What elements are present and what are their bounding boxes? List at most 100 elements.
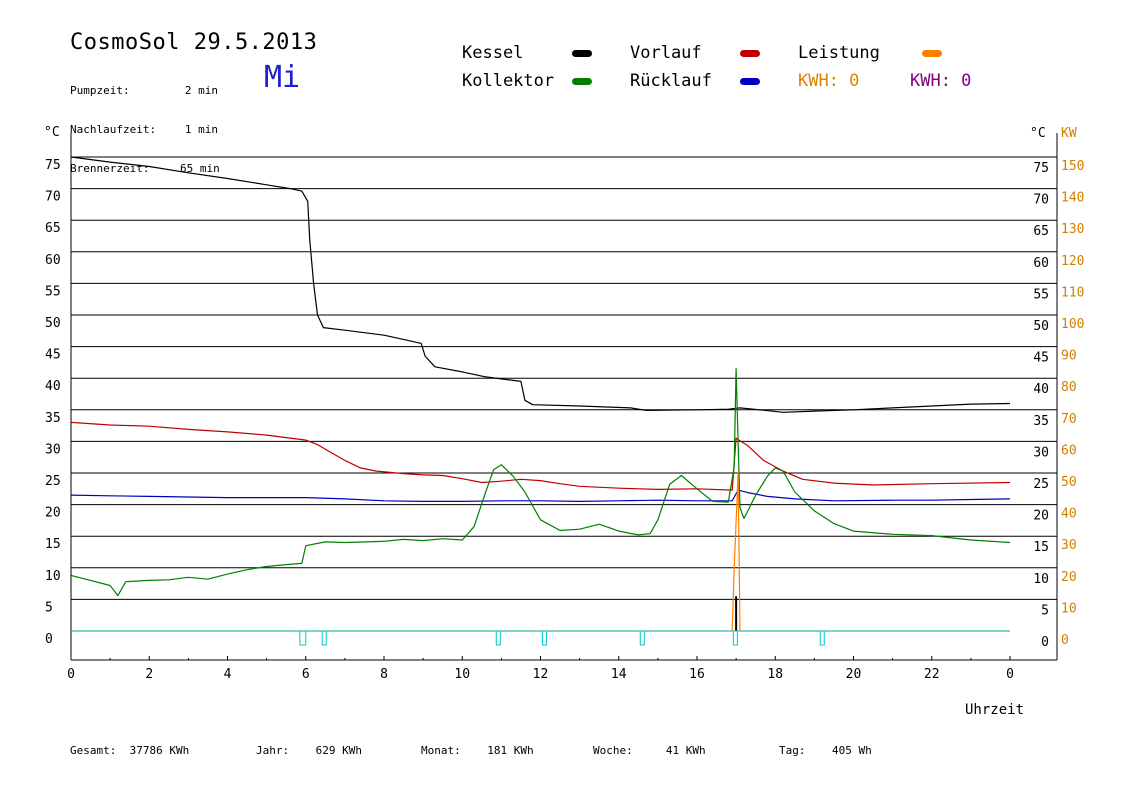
legend-kwh-second: KWH: 0: [910, 71, 972, 91]
y-tick-right-0: 0: [1041, 635, 1049, 650]
legend-leistung-label: Leistung: [798, 43, 880, 63]
legend-vorlauf-label: Vorlauf: [630, 43, 702, 63]
info-row-nachlaufzeit: Nachlaufzeit: 1 min: [70, 123, 218, 136]
stat-monat: Monat: 181 KWh: [421, 744, 534, 757]
legend-kollektor-label: Kollektor: [462, 71, 555, 91]
x-tick-label-2: 4: [224, 667, 232, 682]
y-tick-left-60: 60: [45, 253, 61, 268]
y-tick-right-55: 55: [1033, 287, 1049, 302]
y2-tick-120: 120: [1061, 254, 1084, 269]
series-kessel: [70, 156, 1011, 413]
x-tick-label-10: 20: [846, 667, 862, 682]
x-tick-label-8: 16: [689, 667, 705, 682]
info-row-pumpzeit: Pumpzeit: 2 min: [70, 84, 218, 97]
y2-tick-70: 70: [1061, 412, 1077, 427]
y-tick-left-20: 20: [45, 506, 61, 521]
y2-tick-80: 80: [1061, 380, 1077, 395]
legend-kwh-leistung: KWH: 0: [798, 71, 860, 91]
pump-pulse-6: [819, 630, 825, 646]
axes: [70, 133, 1058, 661]
y-tick-left-45: 45: [45, 348, 61, 363]
y-tick-left-35: 35: [45, 411, 61, 426]
y2-tick-30: 30: [1061, 538, 1077, 553]
y2-tick-150: 150: [1061, 159, 1084, 174]
pump-pulse-0: [299, 630, 307, 646]
y-tick-left-65: 65: [45, 221, 61, 236]
y2-tick-50: 50: [1061, 475, 1077, 490]
legend-kessel-swatch: [572, 50, 592, 57]
y-tick-right-35: 35: [1033, 414, 1049, 429]
y2-tick-90: 90: [1061, 349, 1077, 364]
stat-gesamt: Gesamt: 37786 KWh: [70, 744, 190, 757]
x-tick-label-12: 0: [1006, 667, 1014, 682]
stat-jahr: Jahr: 629 KWh: [256, 744, 362, 757]
x-tick-label-6: 12: [533, 667, 549, 682]
y2-tick-110: 110: [1061, 285, 1084, 300]
pump-pulse-3: [541, 630, 547, 646]
y-axis-unit-right-celsius: °C: [1030, 126, 1046, 141]
y-tick-left-5: 5: [45, 600, 53, 615]
y-tick-right-20: 20: [1033, 509, 1049, 524]
y-tick-right-50: 50: [1033, 319, 1049, 334]
x-tick-label-9: 18: [767, 667, 783, 682]
y2-tick-140: 140: [1061, 191, 1084, 206]
y-tick-left-10: 10: [45, 569, 61, 584]
pump-pulse-4: [639, 630, 645, 646]
grid-lines: [71, 156, 1057, 600]
pump-pulses: [299, 630, 825, 646]
weekday-label: Mi: [264, 60, 301, 95]
x-tick-label-11: 22: [924, 667, 940, 682]
stat-tag: Tag: 405 Wh: [779, 744, 872, 757]
y2-tick-10: 10: [1061, 601, 1077, 616]
y-tick-right-65: 65: [1033, 224, 1049, 239]
series-ruecklauf: [70, 489, 1011, 502]
legend-leistung-swatch: [922, 50, 942, 57]
y2-tick-20: 20: [1061, 570, 1077, 585]
y-tick-left-30: 30: [45, 442, 61, 457]
stat-woche: Woche: 41 KWh: [593, 744, 706, 757]
pump-pulse-2: [495, 630, 501, 646]
y2-tick-100: 100: [1061, 317, 1084, 332]
x-tick-label-1: 2: [145, 667, 153, 682]
series-kollektor: [70, 368, 1011, 597]
y-tick-right-75: 75: [1033, 161, 1049, 176]
y-tick-right-60: 60: [1033, 256, 1049, 271]
info-block: Pumpzeit: 2 min Nachlaufzeit: 1 min Brenne…: [70, 58, 220, 188]
y-tick-right-70: 70: [1033, 193, 1049, 208]
y-tick-left-55: 55: [45, 284, 61, 299]
pump-pulse-5: [732, 630, 738, 646]
pump-pulse-1: [321, 630, 327, 646]
legend-kollektor-swatch: [572, 78, 592, 85]
y-tick-right-25: 25: [1033, 477, 1049, 492]
series-vorlauf: [70, 421, 1011, 491]
y-tick-left-15: 15: [45, 537, 61, 552]
legend-vorlauf-swatch: [740, 50, 760, 57]
y-axis-unit-left: °C: [44, 125, 60, 140]
y-axis-unit-right-kw: KW: [1061, 126, 1077, 141]
y-tick-left-0: 0: [45, 632, 53, 647]
y-tick-right-45: 45: [1033, 351, 1049, 366]
y2-tick-60: 60: [1061, 443, 1077, 458]
series-lines: [70, 156, 1011, 632]
x-tick-label-0: 0: [67, 667, 75, 682]
y-tick-left-70: 70: [45, 190, 61, 205]
y-tick-right-15: 15: [1033, 540, 1049, 555]
y2-tick-40: 40: [1061, 507, 1077, 522]
x-tick-label-4: 8: [380, 667, 388, 682]
x-axis-label: Uhrzeit: [965, 702, 1024, 718]
y-tick-right-40: 40: [1033, 382, 1049, 397]
y-tick-left-25: 25: [45, 474, 61, 489]
x-tick-label-3: 6: [302, 667, 310, 682]
page-title: CosmoSol 29.5.2013: [70, 30, 318, 55]
y-tick-left-50: 50: [45, 316, 61, 331]
y-tick-right-30: 30: [1033, 445, 1049, 460]
legend-ruecklauf-label: Rücklauf: [630, 71, 712, 91]
legend-ruecklauf-swatch: [740, 78, 760, 85]
y2-tick-130: 130: [1061, 222, 1084, 237]
y-tick-left-40: 40: [45, 379, 61, 394]
y2-tick-0: 0: [1061, 633, 1069, 648]
x-tick-label-5: 10: [454, 667, 470, 682]
series-leistung: [71, 472, 1010, 632]
